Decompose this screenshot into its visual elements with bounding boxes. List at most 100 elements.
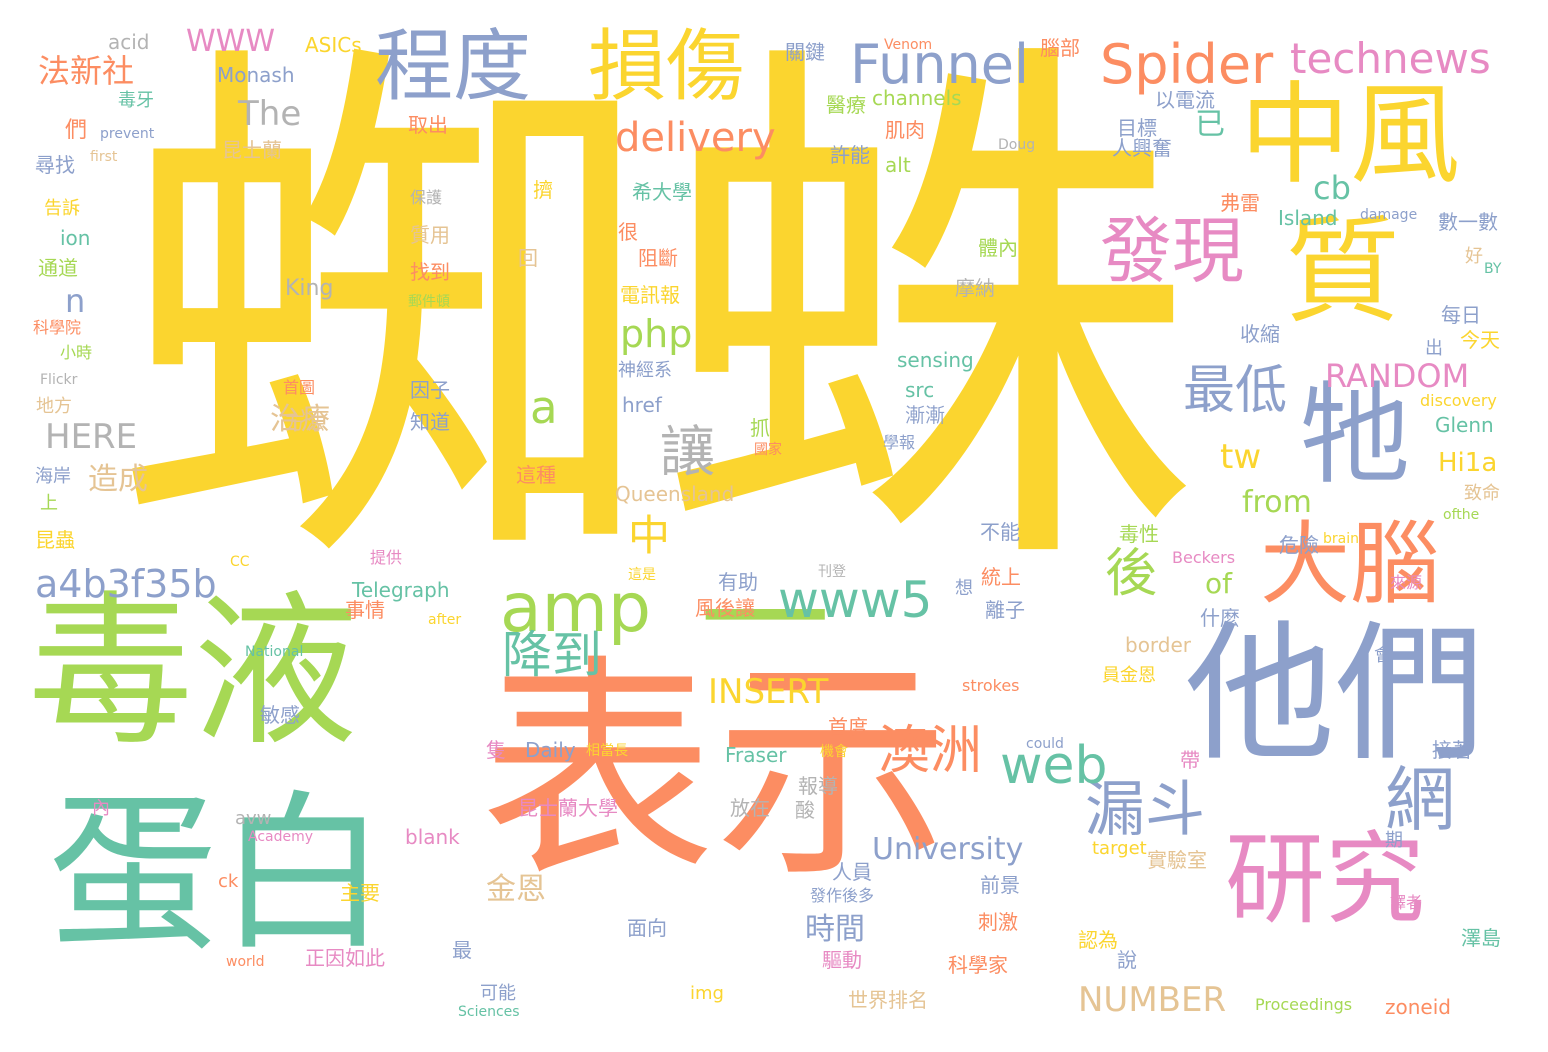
cloud-word: 刺激 [978, 910, 1018, 934]
cloud-word: 知道 [410, 410, 450, 434]
cloud-word: HERE [45, 417, 138, 457]
cloud-word: CC [230, 554, 250, 570]
cloud-word: 大腦 [1260, 512, 1440, 617]
cloud-word: 因子 [410, 378, 450, 402]
cloud-word: Funnel [850, 33, 1030, 96]
cloud-word: 致命 [1464, 483, 1500, 504]
cloud-word: src [905, 378, 935, 402]
cloud-word: Beckers [1172, 548, 1236, 567]
cloud-word: Fraser [725, 743, 787, 767]
cloud-word: 腦部 [1040, 36, 1080, 60]
cloud-word: 說 [1117, 948, 1137, 972]
cloud-word: 上 [40, 493, 58, 514]
cloud-word: 保護 [410, 188, 443, 207]
cloud-word: 澳洲 [878, 721, 983, 781]
cloud-word: 法新社 [38, 52, 135, 90]
cloud-word: 今天 [1460, 328, 1500, 352]
cloud-word: 中 [628, 511, 671, 560]
cloud-word: 這是 [628, 567, 656, 583]
cloud-word: Venom [884, 37, 933, 53]
cloud-word: Academy [248, 829, 314, 845]
cloud-word: 研究 [1225, 821, 1425, 938]
cloud-word: Spider [1100, 33, 1274, 96]
cloud-word: world [226, 954, 265, 970]
cloud-word: 電訊報 [620, 283, 680, 307]
cloud-word: 這種 [516, 463, 556, 487]
cloud-word: border [1125, 633, 1192, 657]
cloud-word: 許能 [830, 143, 870, 167]
cloud-word: 好 [1465, 246, 1483, 267]
cloud-word: King [285, 276, 334, 301]
cloud-word: 一 [700, 544, 831, 696]
cloud-word: 發作後多 [810, 886, 875, 905]
cloud-word: Proceedings [1255, 995, 1353, 1014]
cloud-word: 世界排名 [848, 988, 928, 1012]
cloud-word: tw [1220, 437, 1262, 477]
cloud-word: sensing [897, 348, 974, 372]
cloud-word: 首度 [828, 715, 868, 739]
cloud-word: channels [872, 86, 962, 110]
cloud-word: 取出 [408, 113, 448, 137]
cloud-word: Flickr [40, 372, 78, 388]
cloud-word: Sciences [458, 1004, 520, 1020]
cloud-word: 國家 [754, 442, 782, 458]
cloud-word: 神經系 [618, 360, 672, 381]
cloud-word: 統上 [981, 565, 1021, 589]
cloud-word: could [1026, 736, 1064, 752]
cloud-word: 昆蟲 [35, 528, 75, 552]
cloud-word: php [620, 312, 693, 356]
cloud-word: 帶 [1180, 748, 1200, 772]
cloud-word: 什麼 [1200, 606, 1240, 630]
cloud-word: img [690, 983, 724, 1004]
cloud-word: 員金恩 [1102, 665, 1156, 686]
cloud-word: 漸漸 [905, 403, 945, 427]
cloud-word: damage [1360, 207, 1418, 223]
cloud-word: 弗雷 [1220, 191, 1260, 215]
cloud-word: 以電流 [1155, 88, 1215, 112]
cloud-word: brain [1323, 531, 1359, 547]
cloud-word: National [245, 644, 304, 660]
cloud-word: technews [1290, 34, 1491, 83]
cloud-word: 質用 [410, 223, 450, 247]
cloud-word: 澤島 [1461, 926, 1501, 950]
cloud-word: 他們 [1185, 608, 1486, 782]
cloud-word: cb [1313, 169, 1351, 207]
cloud-word: 質 [1285, 205, 1401, 339]
cloud-word: 風後讓 [695, 596, 755, 620]
cloud-word: 地方 [36, 396, 72, 417]
cloud-word: 酸 [795, 798, 815, 822]
cloud-word: alt [885, 153, 911, 177]
cloud-word: 每日 [1441, 303, 1481, 327]
cloud-word: Daily [525, 738, 576, 762]
cloud-word: Hi1a [1438, 448, 1498, 478]
cloud-word: 刊登 [818, 564, 846, 580]
cloud-word: href [622, 393, 662, 417]
cloud-word: 實驗室 [1147, 848, 1207, 872]
cloud-word: University [872, 832, 1024, 867]
cloud-word: 不能 [980, 520, 1020, 544]
cloud-word: 金恩 [486, 872, 546, 907]
cloud-word: 損傷 [588, 22, 745, 112]
cloud-word: zoneid [1385, 995, 1451, 1019]
cloud-word: after [428, 612, 462, 628]
cloud-word: 科學家 [948, 953, 1008, 977]
cloud-word: 人員 [832, 860, 872, 884]
cloud-word: 阻斷 [638, 246, 678, 270]
cloud-word: 相當長 [586, 743, 628, 759]
cloud-word: Monash [217, 63, 295, 87]
cloud-word: 方法 [285, 410, 325, 434]
cloud-word: 想 [955, 578, 973, 599]
cloud-word: BY [1484, 261, 1502, 277]
cloud-word: 最低 [1183, 361, 1288, 421]
cloud-word: 肌肉 [885, 118, 925, 142]
cloud-word: 體內 [978, 236, 1018, 260]
cloud-word: 小時 [60, 343, 93, 362]
cloud-word: ck [218, 871, 239, 892]
cloud-word: 前景 [980, 873, 1020, 897]
cloud-word: 蜘蛛 [112, 0, 1202, 635]
cloud-word: 擠 [533, 178, 553, 202]
cloud-word: 很 [618, 220, 638, 244]
cloud-word: 首圖 [283, 378, 316, 397]
cloud-word: 蛋白 [48, 776, 389, 974]
